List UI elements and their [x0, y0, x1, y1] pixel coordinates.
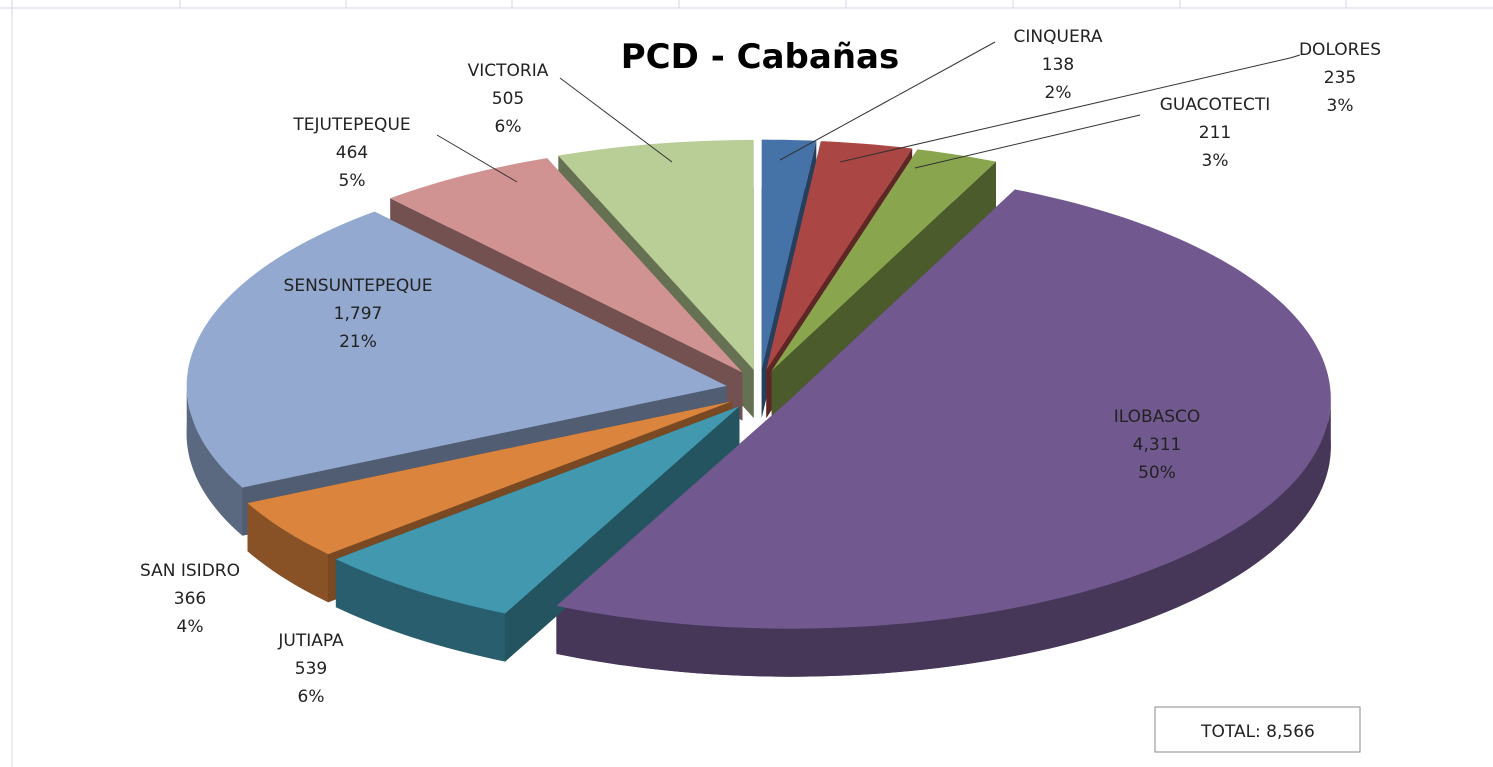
- slice: [556, 189, 1331, 629]
- slice-wall: [247, 503, 329, 603]
- total-box: [1154, 706, 1361, 753]
- data-label: ILOBASCO 4,311 50%: [1114, 407, 1201, 483]
- leader-line: [914, 114, 1141, 169]
- data-label-line: SAN ISIDRO: [140, 561, 240, 581]
- slice: [335, 406, 740, 614]
- data-label: GUACOTECTI 211 3%: [1160, 95, 1271, 171]
- data-label-line: SENSUNTEPEQUE: [284, 276, 433, 296]
- slice: [761, 139, 817, 370]
- leader-line: [436, 134, 518, 183]
- slice-wall: [335, 559, 506, 662]
- data-label-line: 6%: [495, 117, 522, 137]
- leader-line: [559, 77, 673, 163]
- data-label-line: CINQUERA: [1014, 27, 1103, 47]
- data-label-line: 3%: [1327, 96, 1354, 116]
- slice: [390, 158, 743, 373]
- chart-title: PCD - Cabañas: [621, 37, 899, 77]
- data-label: DOLORES 235 3%: [1299, 40, 1381, 116]
- data-label-line: 3%: [1202, 151, 1229, 171]
- data-label: TEJUTEPEQUE 464 5%: [292, 115, 410, 191]
- data-label-line: 464: [336, 143, 368, 163]
- slice-side: [771, 161, 996, 419]
- slice: [771, 149, 996, 371]
- data-label: CINQUERA 138 2%: [1014, 27, 1103, 103]
- data-label-line: JUTIAPA: [277, 631, 344, 651]
- leader-line: [839, 54, 1301, 163]
- slice: [247, 401, 732, 555]
- data-label-line: 235: [1324, 68, 1356, 88]
- slice: [186, 211, 727, 488]
- data-label-line: 6%: [298, 687, 325, 707]
- total-label: TOTAL: 8,566: [1200, 722, 1315, 742]
- data-label-line: ILOBASCO: [1114, 407, 1201, 427]
- data-label-line: GUACOTECTI: [1160, 95, 1271, 115]
- data-label: SAN ISIDRO 366 4%: [140, 561, 240, 637]
- data-label-line: 50%: [1138, 463, 1176, 483]
- data-label-line: 4,311: [1133, 435, 1182, 455]
- data-label-line: 5%: [339, 171, 366, 191]
- leader-line: [779, 41, 996, 161]
- data-label-line: VICTORIA: [468, 61, 549, 81]
- data-label-line: 539: [295, 659, 327, 679]
- data-label-line: DOLORES: [1299, 40, 1381, 60]
- slice: [766, 141, 913, 370]
- data-label-line: 2%: [1045, 83, 1072, 103]
- data-label-line: 4%: [177, 617, 204, 637]
- slice-wall: [556, 398, 1331, 677]
- data-label-line: 505: [492, 89, 524, 109]
- data-label-line: 1,797: [334, 304, 383, 324]
- data-label-line: 211: [1199, 123, 1231, 143]
- data-label-line: 138: [1042, 55, 1074, 75]
- data-label-line: 366: [174, 589, 206, 609]
- data-label-line: 21%: [339, 332, 377, 352]
- data-label: SENSUNTEPEQUE 1,797 21%: [284, 276, 433, 352]
- data-label: JUTIAPA 539 6%: [277, 631, 344, 707]
- slice-wall: [186, 385, 243, 536]
- slice: [558, 139, 754, 370]
- data-label: VICTORIA 505 6%: [468, 61, 549, 137]
- data-label-line: TEJUTEPEQUE: [292, 115, 410, 135]
